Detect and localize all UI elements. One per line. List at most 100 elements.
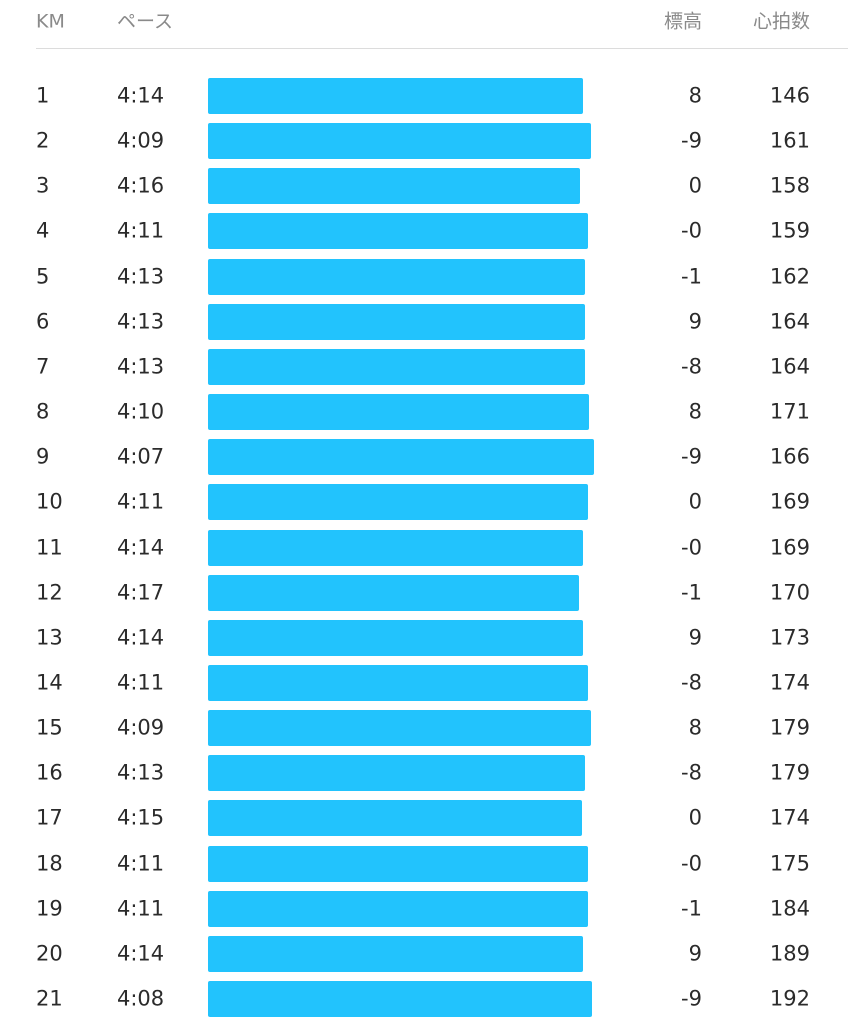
km-cell: 8: [36, 399, 50, 424]
elevation-cell: -1: [681, 580, 702, 605]
elevation-cell: -9: [681, 444, 702, 469]
km-cell: 20: [36, 941, 63, 966]
pace-cell: 4:13: [117, 760, 165, 785]
elevation-cell: 9: [688, 625, 702, 650]
km-cell: 18: [36, 851, 63, 876]
elevation-cell: -0: [681, 218, 702, 243]
elevation-cell: 9: [688, 941, 702, 966]
heart-rate-cell: 170: [769, 580, 810, 605]
elevation-cell: 0: [688, 489, 702, 514]
elevation-cell: 8: [688, 83, 702, 108]
km-cell: 1: [36, 83, 50, 108]
pace-bar: [208, 213, 588, 250]
km-cell: 10: [36, 489, 63, 514]
km-cell: 21: [36, 986, 63, 1011]
pace-bar: [208, 710, 591, 747]
heart-rate-cell: 171: [769, 399, 810, 424]
pace-cell: 4:11: [117, 218, 165, 243]
column-header: ペース: [117, 10, 174, 33]
pace-bar: [208, 529, 584, 566]
pace-cell: 4:14: [117, 83, 165, 108]
elevation-cell: -9: [681, 986, 702, 1011]
heart-rate-cell: 158: [769, 173, 810, 198]
elevation-cell: -8: [681, 670, 702, 695]
heart-rate-cell: 184: [769, 896, 810, 921]
elevation-cell: 9: [688, 309, 702, 334]
heart-rate-cell: 164: [769, 354, 810, 379]
pace-cell: 4:11: [117, 896, 165, 921]
pace-cell: 4:07: [117, 444, 165, 469]
column-header: 標高: [663, 10, 702, 33]
pace-bar: [208, 755, 585, 792]
pace-bar: [208, 78, 584, 114]
pace-bar: [208, 664, 588, 701]
km-cell: 5: [36, 264, 50, 289]
pace-cell: 4:11: [117, 489, 165, 514]
pace-cell: 4:13: [117, 309, 165, 334]
heart-rate-cell: 166: [769, 444, 810, 469]
pace-bar: [208, 574, 579, 611]
pace-bar: [208, 484, 588, 521]
elevation-cell: -0: [681, 535, 702, 559]
km-cell: 11: [36, 535, 63, 559]
elevation-cell: -8: [681, 354, 702, 379]
pace-bar: [208, 619, 584, 656]
column-header: 心拍数: [752, 10, 810, 33]
heart-rate-cell: 169: [769, 489, 810, 514]
elevation-cell: 0: [688, 173, 702, 198]
km-cell: 15: [36, 715, 63, 740]
pace-cell: 4:14: [117, 625, 165, 650]
pace-cell: 4:09: [117, 128, 165, 153]
pace-bar: [208, 168, 581, 205]
pace-bar: [208, 935, 584, 972]
heart-rate-cell: 175: [769, 851, 810, 876]
pace-bar: [208, 981, 593, 1017]
km-cell: 16: [36, 760, 63, 785]
pace-cell: 4:17: [117, 580, 165, 605]
heart-rate-cell: 179: [769, 715, 810, 740]
pace-cell: 4:15: [117, 805, 165, 830]
pace-cell: 4:11: [117, 851, 165, 876]
pace-bar: [208, 348, 585, 385]
heart-rate-cell: 192: [769, 986, 810, 1011]
km-cell: 19: [36, 896, 63, 921]
pace-bar: [208, 123, 591, 160]
column-header: KM: [36, 10, 65, 33]
pace-cell: 4:09: [117, 715, 165, 740]
km-cell: 13: [36, 625, 63, 650]
pace-bar: [208, 303, 585, 340]
pace-bar: [208, 439, 594, 476]
pace-cell: 4:14: [117, 535, 165, 559]
km-cell: 6: [36, 309, 50, 334]
elevation-cell: -1: [681, 264, 702, 289]
elevation-cell: -8: [681, 760, 702, 785]
km-cell: 12: [36, 580, 63, 605]
pace-cell: 4:16: [117, 173, 165, 198]
pace-bar: [208, 890, 588, 927]
pace-cell: 4:11: [117, 670, 165, 695]
km-cell: 2: [36, 128, 50, 153]
km-cell: 4: [36, 218, 50, 243]
elevation-cell: 8: [688, 715, 702, 740]
heart-rate-cell: 146: [769, 83, 810, 108]
elevation-cell: -9: [681, 128, 702, 153]
elevation-cell: -0: [681, 851, 702, 876]
elevation-cell: 0: [688, 805, 702, 830]
pace-cell: 4:10: [117, 399, 165, 424]
heart-rate-cell: 161: [769, 128, 810, 153]
km-cell: 14: [36, 670, 63, 695]
km-cell: 17: [36, 805, 63, 830]
heart-rate-cell: 162: [769, 264, 810, 289]
elevation-cell: -1: [681, 896, 702, 921]
km-cell: 7: [36, 354, 50, 379]
pace-cell: 4:14: [117, 941, 165, 966]
pace-cell: 4:08: [117, 986, 165, 1011]
km-cell: 3: [36, 173, 50, 198]
heart-rate-cell: 173: [769, 625, 810, 650]
heart-rate-cell: 174: [769, 670, 810, 695]
pace-cell: 4:13: [117, 354, 165, 379]
pace-bar: [208, 800, 582, 837]
heart-rate-cell: 169: [769, 535, 810, 559]
heart-rate-cell: 159: [769, 218, 810, 243]
